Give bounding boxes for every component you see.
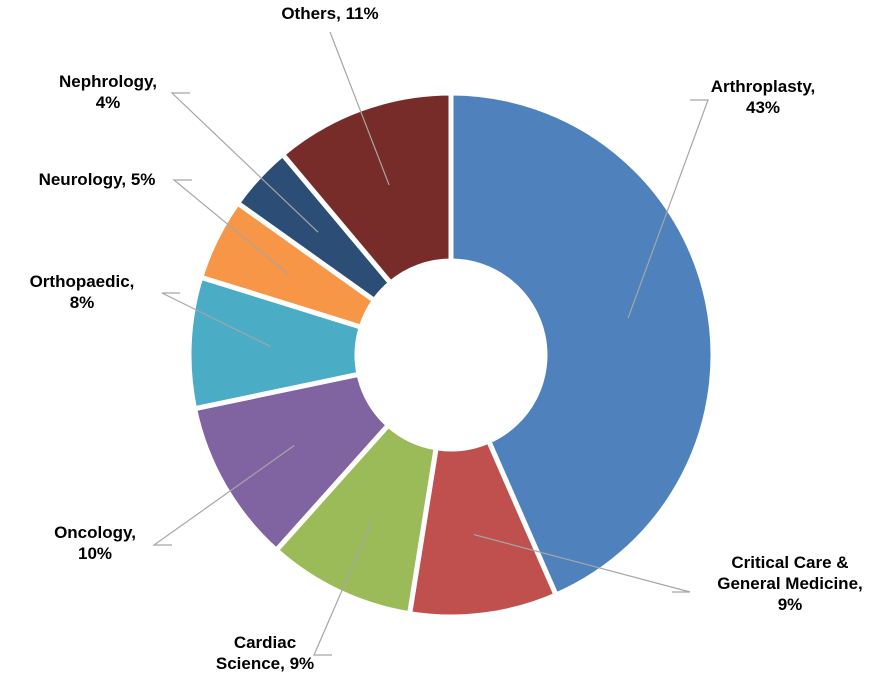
data-label-box: Others, 11% (281, 4, 379, 23)
leader-line (170, 92, 319, 233)
data-label-box: Nephrology, 4% (59, 72, 157, 112)
leader-line (473, 533, 691, 593)
leader-line (329, 31, 390, 186)
data-label: Critical Care & General Medicine, 9% (717, 553, 863, 614)
leader-line (313, 518, 374, 656)
leader-line (152, 445, 295, 546)
data-label-box: Cardiac Science, 9% (215, 633, 315, 673)
data-label: Orthopaedic, 8% (29, 272, 135, 312)
data-label-box: Orthopaedic, 8% (29, 272, 135, 312)
data-label: Others, 11% (281, 4, 379, 23)
slice (272, 421, 440, 617)
leader-line (627, 99, 709, 319)
data-label-box: Critical Care & General Medicine, 9% (717, 553, 863, 614)
data-label: Arthroplasty, 43% (710, 77, 816, 117)
slice (406, 437, 560, 620)
data-label: Neurology, 5% (38, 170, 156, 189)
data-label: Nephrology, 4% (59, 72, 157, 112)
data-label-box: Oncology, 10% (54, 523, 136, 563)
slice (191, 371, 392, 554)
slice (448, 90, 716, 599)
data-label-box: Neurology, 5% (38, 170, 156, 189)
data-label: Oncology, 10% (54, 523, 136, 563)
data-label-box: Arthroplasty, 43% (710, 77, 816, 117)
leader-line (172, 179, 290, 276)
slice (279, 90, 454, 287)
data-label: Cardiac Science, 9% (215, 633, 315, 673)
leader-line (161, 292, 271, 347)
